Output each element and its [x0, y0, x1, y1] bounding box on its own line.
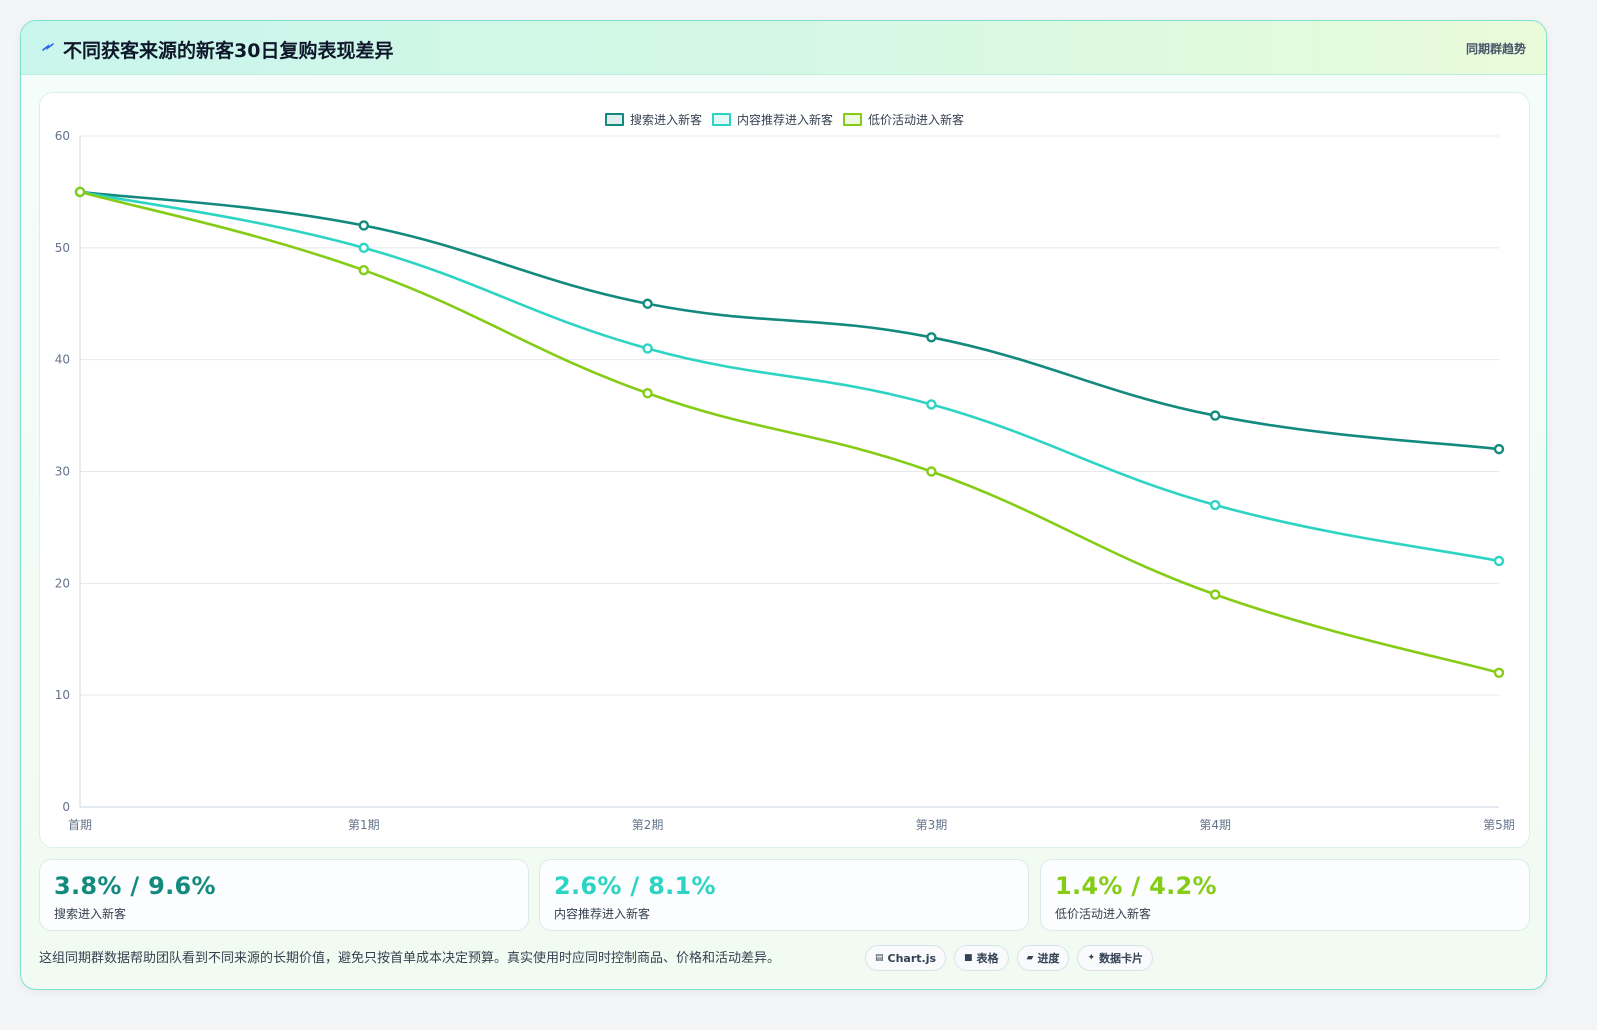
feature-chips: ▤ Chart.js ■ 表格 ▰ 进度 ✦ 数据卡片	[865, 945, 1154, 971]
y-tick-label: 10	[55, 688, 70, 702]
chip-3[interactable]: ▰ 进度	[1016, 945, 1070, 971]
chip-label: 表格	[976, 952, 999, 965]
stat-card: 1.4% / 4.2% 低价活动进入新客	[1040, 859, 1530, 931]
page-title: 不同获客来源的新客30日复购表现差异	[63, 40, 394, 62]
legend-swatch	[604, 113, 624, 126]
data-point	[1209, 589, 1221, 600]
footer-note: 这组同期群数据帮助团队看到不同来源的长期价值，避免只按首单成本决定预算。真实使用…	[39, 951, 781, 966]
data-point	[642, 343, 653, 354]
y-tick-label: 0	[62, 800, 70, 814]
series-line-1	[79, 190, 1500, 451]
y-tick-label: 50	[55, 241, 70, 255]
legend-label: 搜索进入新客	[629, 113, 702, 127]
chip-1[interactable]: ▤ Chart.js	[865, 945, 947, 971]
x-tick-label: 第3期	[916, 818, 948, 832]
data-point	[1493, 555, 1505, 567]
stat-label: 内容推荐进入新客	[554, 907, 651, 921]
stat-value: 3.8% / 9.6%	[54, 872, 216, 900]
data-point	[1209, 499, 1221, 511]
chip-label: 数据卡片	[1099, 952, 1144, 965]
x-tick-label: 首期	[68, 818, 92, 832]
lightning-icon	[42, 43, 54, 51]
legend-item[interactable]: 内容推荐进入新客	[711, 111, 833, 128]
chip-label: Chart.js	[887, 951, 937, 965]
stat-label: 搜索进入新客	[54, 907, 127, 921]
sparkle-icon: ✦	[1087, 953, 1096, 963]
legend-swatch	[843, 113, 862, 126]
data-point	[1493, 667, 1505, 678]
stat-label: 低价活动进入新客	[1055, 907, 1152, 921]
y-tick-label: 20	[55, 576, 70, 590]
data-point	[358, 220, 369, 231]
series-line-3	[79, 190, 1500, 675]
header-tag: 同期群趋势	[1465, 42, 1526, 56]
line-chart: 0 10 20 30 40 50 60 首期 第1期 第2期 第3期 第4期 第5期	[55, 129, 1515, 832]
legend-label: 内容推荐进入新客	[736, 113, 833, 127]
legend-swatch	[711, 113, 731, 126]
chip-2[interactable]: ■ 表格	[954, 945, 1009, 971]
chart-panel: 搜索进入新客 内容推荐进入新客 低价活动进入新客 0 10 20 30 40 50 60 首期 第1…	[39, 92, 1530, 848]
data-point	[926, 332, 937, 343]
data-point	[1493, 443, 1505, 455]
chip-4[interactable]: ✦ 数据卡片	[1077, 945, 1154, 971]
data-point	[358, 242, 369, 254]
chart-icon: ▤	[875, 953, 884, 963]
stat-card: 2.6% / 8.1% 内容推荐进入新客	[539, 859, 1029, 931]
legend-item[interactable]: 搜索进入新客	[604, 111, 702, 128]
table-icon: ■	[964, 953, 973, 963]
data-point	[642, 388, 653, 399]
series-line-2	[79, 190, 1500, 563]
stat-value: 1.4% / 4.2%	[1055, 872, 1217, 900]
chart-legend: 搜索进入新客 内容推荐进入新客 低价活动进入新客	[40, 111, 1529, 128]
legend-label: 低价活动进入新客	[868, 113, 965, 127]
y-tick-label: 30	[55, 465, 70, 479]
x-tick-label: 第5期	[1483, 818, 1515, 832]
x-tick-label: 第1期	[348, 818, 380, 832]
legend-item[interactable]: 低价活动进入新客	[843, 111, 964, 128]
x-tick-label: 第4期	[1199, 818, 1231, 832]
stats-row: 3.8% / 9.6% 搜索进入新客 2.6% / 8.1% 内容推荐进入新客 1.4%…	[39, 859, 1530, 931]
data-point	[74, 186, 86, 198]
data-point	[642, 298, 653, 309]
stat-card: 3.8% / 9.6% 搜索进入新客	[39, 859, 529, 931]
card-header: 不同获客来源的新客30日复购表现差异 同期群趋势	[21, 21, 1546, 75]
data-point	[926, 399, 937, 410]
data-point	[1209, 410, 1221, 421]
x-tick-label: 第2期	[632, 818, 664, 832]
y-tick-label: 60	[55, 129, 70, 143]
y-tick-label: 40	[55, 353, 70, 367]
data-point	[926, 466, 937, 477]
chip-label: 进度	[1037, 952, 1060, 965]
report-card: 不同获客来源的新客30日复购表现差异 同期群趋势 搜索进入新客 内容推荐进入新客低…	[20, 20, 1547, 990]
progress-icon: ▰	[1026, 953, 1034, 963]
stat-value: 2.6% / 8.1%	[554, 872, 716, 900]
data-point	[358, 264, 369, 276]
